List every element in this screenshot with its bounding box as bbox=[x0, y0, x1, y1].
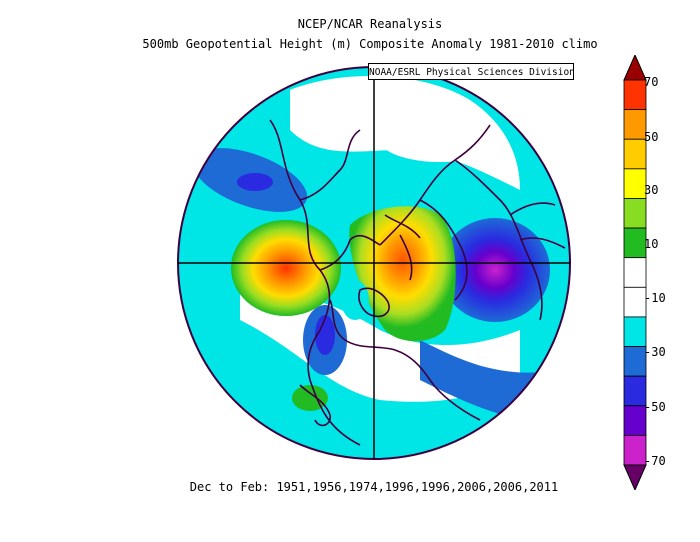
colorbar-swatch bbox=[623, 286, 647, 318]
colorbar-label-neg50: -50 bbox=[644, 400, 666, 414]
high-alaska bbox=[231, 220, 341, 316]
colorbar-ramp bbox=[623, 55, 647, 490]
title-line-2: 500mb Geopotential Height (m) Composite … bbox=[142, 37, 598, 51]
colorbar-label-neg10: -10 bbox=[644, 291, 666, 305]
colorbar-swatch bbox=[623, 434, 647, 466]
colorbar-swatch bbox=[623, 316, 647, 347]
colorbar-label-neg70: -70 bbox=[644, 454, 666, 468]
colorbar-swatch bbox=[623, 257, 647, 288]
high-greenland bbox=[349, 206, 456, 342]
colorbar-swatch bbox=[623, 138, 647, 170]
colorbar-swatch bbox=[623, 109, 647, 140]
composite-years: Dec to Feb: 1951,1956,1974,1996,1996,200… bbox=[189, 480, 559, 494]
colorbar-swatch bbox=[623, 375, 647, 407]
colorbar-swatch bbox=[623, 227, 647, 259]
colorbar-swatch bbox=[623, 405, 647, 436]
minor-low-pole bbox=[341, 280, 369, 320]
colorbar-swatch bbox=[623, 346, 647, 377]
colorbar-cap-bottom bbox=[623, 464, 647, 490]
trough-core-south-us bbox=[315, 315, 335, 355]
colorbar-label-30: 30 bbox=[644, 183, 659, 197]
title-block: NCEP/NCAR Reanalysis 500mb Geopotential … bbox=[0, 14, 700, 54]
map-disk bbox=[178, 67, 570, 459]
colorbar-label-50: 50 bbox=[644, 130, 659, 144]
colorbar-label-10: 10 bbox=[644, 237, 659, 251]
credit-box: NOAA/ESRL Physical Sciences Division bbox=[368, 63, 575, 80]
title-line-1: NCEP/NCAR Reanalysis bbox=[297, 17, 443, 31]
colorbar-label-70: 70 bbox=[644, 75, 659, 89]
neutral-patch-europe bbox=[380, 118, 500, 162]
low-eurasia bbox=[440, 218, 550, 322]
colorbar-cap-top bbox=[623, 55, 647, 81]
colorbar: 70 50 30 10 -10 -30 -50 -70 bbox=[622, 55, 692, 490]
colorbar-swatch bbox=[623, 198, 647, 229]
high-small-tropics bbox=[292, 385, 328, 411]
colorbar-label-neg30: -30 bbox=[644, 345, 666, 359]
colorbar-swatch bbox=[623, 168, 647, 199]
colorbar-swatch bbox=[623, 79, 647, 111]
coastlines bbox=[269, 119, 566, 446]
trough-core-pacific bbox=[237, 173, 273, 191]
